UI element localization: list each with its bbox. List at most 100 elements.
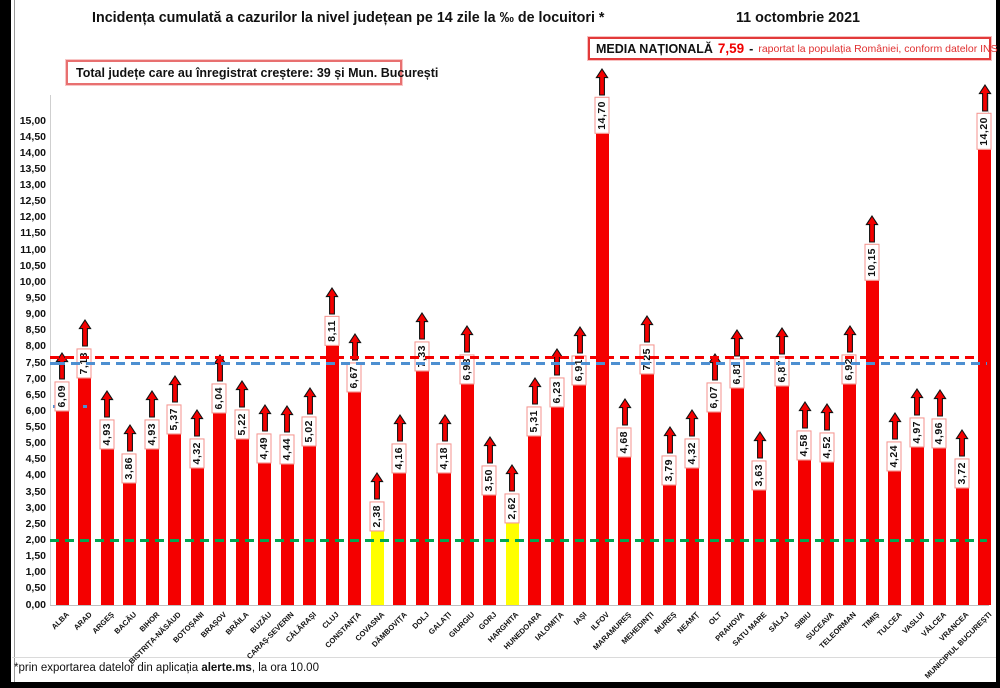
increase-arrow-icon xyxy=(437,413,452,442)
bar-value-label: 3,63 xyxy=(752,460,767,491)
y-axis-line xyxy=(50,95,51,605)
bar xyxy=(123,480,136,605)
y-axis-tick-label: 15,00 xyxy=(19,114,46,127)
y-axis-tick-label: 5,50 xyxy=(25,421,46,434)
y-axis-tick-label: 7,50 xyxy=(25,356,46,369)
bar-annotation: 4,24 xyxy=(886,411,904,472)
y-axis-tick-label: 2,50 xyxy=(25,517,46,530)
y-axis-tick-label: 8,00 xyxy=(25,340,46,353)
chart-title: Incidența cumulată a cazurilor la nivel … xyxy=(92,10,605,26)
increase-arrow-icon xyxy=(842,325,857,353)
bar-value-label: 4,93 xyxy=(99,418,115,449)
footnote: *prin exportarea datelor din aplicația a… xyxy=(14,662,319,674)
bar-value-label: 6,04 xyxy=(212,382,227,414)
bar xyxy=(505,520,519,605)
increase-arrow-icon xyxy=(122,424,137,452)
bar xyxy=(190,465,204,605)
x-axis-label-text: ALBA xyxy=(49,610,71,632)
bar xyxy=(438,470,451,605)
bar-value-label: 6,87 xyxy=(774,355,790,387)
increase-arrow-icon xyxy=(167,375,182,403)
bar xyxy=(685,465,699,605)
increase-arrow-icon xyxy=(595,67,609,96)
bar-annotation: 7,33 xyxy=(413,312,431,372)
bar-annotation: 7,13 xyxy=(76,318,94,378)
bar-annotation: 2,38 xyxy=(368,471,386,532)
x-axis-label-text: IAȘI xyxy=(571,610,589,627)
bar-annotation: 6,91 xyxy=(571,325,589,386)
bar-value-label: 14,70 xyxy=(594,96,610,134)
increase-arrow-icon xyxy=(257,403,272,432)
bar-value-label: 4,96 xyxy=(932,417,947,448)
y-axis-tick-label: 3,50 xyxy=(25,485,46,498)
y-axis-tick-label: 10,50 xyxy=(19,259,46,272)
increase-arrow-icon xyxy=(932,388,947,417)
increase-arrow-icon xyxy=(572,325,587,354)
bar-value-label: 14,20 xyxy=(977,113,992,150)
bar-annotation: 4,93 xyxy=(98,389,116,449)
increase-arrow-icon xyxy=(370,471,384,500)
bar xyxy=(348,389,361,605)
y-axis-tick-label: 12,00 xyxy=(19,211,46,224)
y-axis-tick-label: 4,00 xyxy=(25,469,46,482)
bar xyxy=(595,130,609,605)
bar xyxy=(55,408,69,605)
increase-arrow-icon xyxy=(775,326,789,355)
x-axis-label-text: ARGEȘ xyxy=(90,610,116,636)
bar-value-label: 4,16 xyxy=(392,443,407,474)
bar-value-label: 2,62 xyxy=(504,493,520,524)
bar-value-label: 5,31 xyxy=(527,406,542,437)
y-axis-tick-label: 12,50 xyxy=(19,195,46,208)
increase-arrow-icon xyxy=(527,377,542,405)
x-axis-label-text: NEAMȚ xyxy=(675,610,701,636)
bar xyxy=(235,436,249,605)
y-axis-tick-label: 9,00 xyxy=(25,308,46,321)
bar-annotation: 6,92 xyxy=(841,325,859,385)
bar-annotation: 4,93 xyxy=(143,389,161,449)
footnote-prefix: *prin exportarea datelor din aplicația xyxy=(14,662,202,674)
bar-value-label: 6,23 xyxy=(549,376,565,407)
bar-value-label: 8,11 xyxy=(324,316,340,347)
y-axis-tick-label: 6,50 xyxy=(25,388,46,401)
bar xyxy=(730,385,744,605)
increase-arrow-icon xyxy=(820,402,834,431)
increase-arrow-icon xyxy=(55,352,69,380)
bar-annotation: 4,96 xyxy=(931,388,949,448)
increase-arrow-icon xyxy=(662,426,677,454)
bar-annotation: 7,25 xyxy=(638,314,656,375)
bar-value-label: 4,49 xyxy=(257,432,272,464)
bar xyxy=(483,492,496,605)
increase-arrow-icon xyxy=(145,389,159,418)
bar-annotation: 3,79 xyxy=(661,426,679,486)
bar-annotation: 6,09 xyxy=(53,352,71,412)
increase-arrow-icon xyxy=(617,397,632,426)
bar-value-label: 4,97 xyxy=(909,417,925,448)
bar-value-label: 6,67 xyxy=(347,362,362,393)
bar xyxy=(843,381,856,605)
bar-annotation: 14,70 xyxy=(593,67,611,134)
growth-counties-box: Total județe care au înregistrat creșter… xyxy=(66,60,438,85)
y-axis-tick-label: 4,50 xyxy=(25,453,46,466)
bar xyxy=(708,409,721,605)
bar xyxy=(258,460,271,605)
bar xyxy=(145,445,159,605)
increase-arrow-icon xyxy=(347,333,362,361)
bar xyxy=(168,431,181,605)
bar-annotation: 2,62 xyxy=(503,464,521,524)
bar xyxy=(370,528,384,605)
bar xyxy=(415,368,429,605)
bar-value-label: 4,24 xyxy=(887,440,902,472)
y-axis-tick-label: 9,50 xyxy=(25,291,46,304)
bar-annotation: 5,22 xyxy=(233,380,251,440)
bar-annotation: 4,16 xyxy=(391,414,409,474)
bar xyxy=(460,381,474,605)
bar xyxy=(910,444,924,605)
bar xyxy=(640,371,654,605)
x-axis-label-text: MUREȘ xyxy=(652,610,679,636)
footer-separator-line xyxy=(12,657,996,658)
increase-arrow-icon xyxy=(887,411,902,440)
bar xyxy=(213,410,226,605)
bar xyxy=(618,453,631,605)
